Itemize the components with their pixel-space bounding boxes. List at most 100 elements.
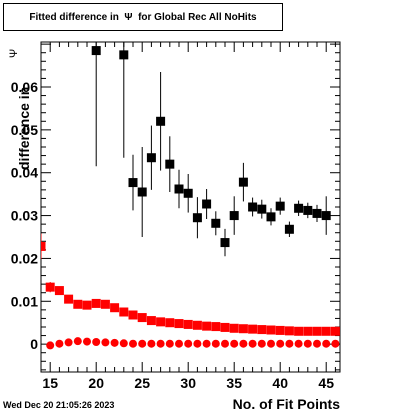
data-point: [146, 316, 156, 326]
data-point: [41, 241, 46, 251]
data-point: [229, 211, 239, 221]
data-point: [138, 339, 147, 348]
data-point: [192, 213, 202, 223]
y-tick-label: 0.05: [11, 122, 38, 138]
data-point: [119, 307, 129, 317]
data-point: [239, 339, 248, 348]
y-tick-label: 0: [30, 336, 38, 352]
data-point: [312, 326, 322, 336]
y-tick-label: 0.01: [11, 293, 38, 309]
data-point: [64, 338, 73, 347]
data-point: [137, 187, 147, 197]
x-tick-label: 40: [272, 375, 288, 391]
data-point: [73, 299, 83, 309]
data-point: [257, 204, 267, 214]
data-point: [211, 339, 220, 348]
data-point: [313, 339, 321, 348]
data-point: [276, 339, 285, 348]
data-point: [202, 339, 211, 348]
data-point: [275, 325, 285, 335]
data-point: [175, 339, 183, 348]
data-point: [285, 339, 294, 348]
data-point: [156, 339, 165, 348]
data-point: [100, 299, 110, 309]
data-point: [257, 325, 267, 335]
data-point: [211, 218, 221, 228]
data-point: [220, 322, 230, 332]
data-point: [165, 339, 174, 348]
data-point: [165, 318, 175, 328]
y-axis-label: difference in: [16, 86, 32, 170]
axes-layer: 15 20 25 30 35 40 45 0 0.01 0.02 0.03 0.04 0.05 0.06: [11, 42, 340, 391]
data-point: [64, 294, 74, 304]
data-point: [110, 338, 119, 347]
data-point: [92, 338, 101, 346]
data-point: [211, 322, 221, 332]
data-point: [202, 321, 212, 331]
data-point: [284, 224, 294, 234]
data-point: [248, 202, 258, 212]
data-point: [303, 339, 312, 348]
data-point: [284, 326, 294, 336]
data-point: [220, 238, 230, 248]
data-point: [267, 339, 275, 348]
data-point: [202, 199, 212, 209]
data-point: [303, 205, 313, 215]
data-point: [266, 325, 276, 335]
x-tick-label: 25: [134, 375, 150, 391]
y-tick-label: 0.02: [11, 250, 38, 266]
data-point: [192, 320, 202, 330]
data-point: [128, 310, 138, 320]
data-point: [128, 178, 138, 188]
data-point: [257, 339, 266, 348]
data-point: [312, 208, 322, 218]
series-1: [41, 233, 340, 336]
data-point: [110, 303, 120, 313]
data-point: [322, 339, 331, 348]
data-point: [119, 50, 129, 60]
data-point: [248, 339, 257, 348]
data-point: [266, 212, 276, 222]
data-point: [230, 339, 239, 348]
data-point: [174, 184, 184, 194]
data-marks: [41, 42, 340, 350]
data-point: [193, 339, 202, 348]
x-tick-label: 15: [42, 375, 58, 391]
chart-title: Fitted difference in Ψ for Global Rec Al…: [3, 3, 283, 31]
data-point: [238, 177, 248, 187]
x-tick-label: 30: [180, 375, 196, 391]
x-axis-label: No. of Fit Points: [232, 396, 340, 412]
data-point: [321, 211, 331, 221]
y-axis-symbol: Ψ: [8, 48, 20, 58]
data-point: [321, 326, 331, 336]
footer-date: Wed Dec 20 21:05:26 2023: [3, 400, 115, 410]
data-point: [183, 188, 193, 198]
x-tick-label: 45: [318, 375, 334, 391]
data-point: [146, 153, 156, 163]
data-point: [91, 46, 101, 56]
data-point: [91, 298, 101, 308]
data-point: [73, 337, 82, 346]
data-point: [248, 324, 258, 334]
data-point: [238, 324, 248, 334]
data-point: [83, 337, 91, 346]
series-2: [46, 337, 340, 350]
x-tick-label: 35: [226, 375, 242, 391]
y-tick-label: 0.03: [11, 208, 38, 224]
data-point: [147, 339, 156, 348]
data-point: [184, 339, 193, 348]
data-point: [119, 339, 128, 348]
data-point: [101, 338, 110, 347]
x-tick-label: 20: [88, 375, 104, 391]
data-point: [303, 326, 313, 336]
data-point: [331, 339, 340, 348]
data-point: [45, 282, 55, 292]
data-point: [82, 300, 92, 310]
data-point: [330, 326, 340, 336]
data-point: [294, 203, 304, 213]
data-point: [129, 339, 137, 348]
data-point: [294, 326, 304, 336]
data-point: [156, 116, 166, 126]
y-tick-label: 0.04: [11, 165, 38, 181]
